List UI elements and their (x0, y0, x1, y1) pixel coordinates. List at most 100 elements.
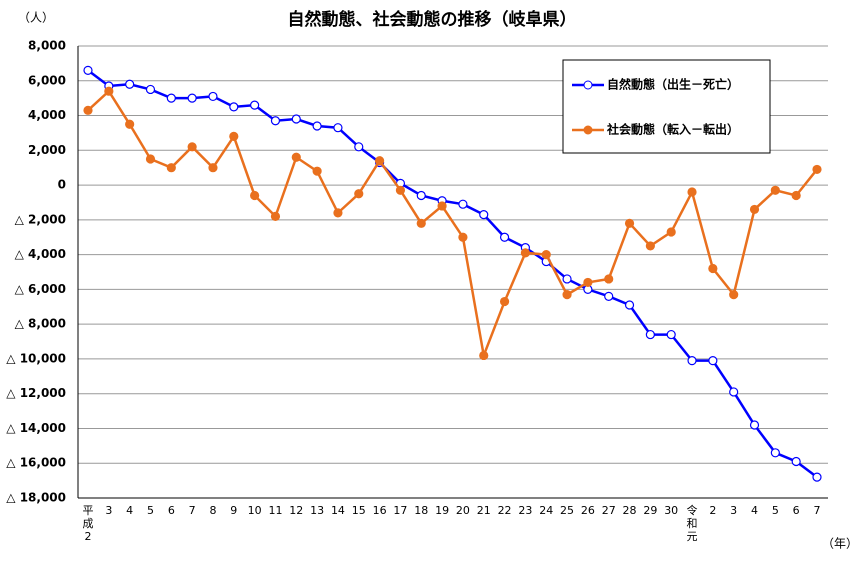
x-tick-label: 平成 2 (83, 504, 94, 543)
x-tick-label: 26 (581, 504, 595, 517)
data-point (624, 218, 635, 228)
data-point (416, 190, 426, 201)
x-tick-label: 19 (435, 504, 449, 517)
data-point (270, 116, 281, 126)
x-tick-label: 8 (209, 504, 216, 517)
y-tick-label: △ 12,000 (6, 386, 66, 400)
data-point (229, 131, 239, 141)
data-point (749, 204, 760, 215)
y-tick-label: △ 6,000 (15, 282, 66, 296)
data-point (187, 93, 197, 103)
x-tick-label: 11 (268, 504, 282, 517)
data-point (499, 232, 510, 242)
x-tick-label: 20 (456, 504, 470, 517)
x-tick-label: 4 (126, 504, 133, 517)
y-tick-label: 2,000 (28, 143, 66, 157)
data-point (749, 420, 760, 430)
data-point (104, 86, 114, 96)
y-tick-label: 8,000 (28, 39, 66, 53)
y-tick-label: △ 10,000 (6, 351, 66, 365)
data-point (791, 190, 801, 201)
data-point (166, 163, 176, 173)
data-point (645, 329, 655, 340)
data-point (562, 290, 572, 300)
data-point (729, 387, 739, 397)
x-tick-label: 25 (560, 504, 574, 517)
data-point (770, 448, 780, 458)
x-tick-label: 30 (664, 504, 678, 517)
data-point (791, 456, 801, 467)
x-tick-label: 6 (168, 504, 175, 517)
data-point (125, 119, 135, 129)
data-point (291, 114, 301, 124)
data-point (541, 250, 551, 260)
data-point (479, 350, 489, 361)
data-point (333, 208, 343, 218)
x-tick-label: 12 (289, 504, 303, 517)
x-tick-label: 21 (477, 504, 491, 517)
x-tick-label: 5 (772, 504, 779, 517)
x-unit: （年） (822, 537, 858, 551)
data-point (312, 121, 322, 131)
y-unit: （人） (18, 11, 54, 25)
x-tick-label: 6 (793, 504, 800, 517)
x-tick-label: 10 (248, 504, 262, 517)
y-tick-label: △ 2,000 (15, 212, 66, 226)
legend-label: 社会動態（転入－転出） (606, 122, 739, 137)
data-point (499, 296, 510, 307)
data-point (395, 185, 406, 195)
data-point (354, 189, 364, 199)
data-point (312, 166, 322, 176)
data-point (145, 154, 156, 164)
data-point (333, 123, 343, 133)
legend-marker (583, 80, 593, 90)
x-tick-label: 23 (518, 504, 532, 517)
legend-label: 自然動態（出生－死亡） (607, 77, 739, 92)
y-tick-label: △ 14,000 (6, 421, 66, 435)
data-point (208, 91, 218, 102)
data-point (145, 84, 156, 95)
x-tick-label: 17 (393, 504, 407, 517)
y-tick-label: △ 18,000 (6, 491, 66, 505)
data-point (687, 356, 697, 366)
data-point (812, 472, 822, 482)
x-tick-label: 4 (751, 504, 758, 517)
data-point (624, 300, 635, 310)
data-point (458, 232, 468, 242)
x-tick-label: 15 (352, 504, 366, 517)
data-point (437, 201, 447, 211)
x-tick-label: 3 (730, 504, 737, 517)
data-point (687, 187, 697, 197)
legend-marker (583, 125, 593, 135)
data-point (708, 356, 718, 366)
data-point (583, 277, 593, 288)
x-tick-label: 22 (498, 504, 512, 517)
data-point (187, 142, 197, 152)
y-tick-label: △ 8,000 (15, 317, 66, 331)
y-tick-label: 0 (58, 178, 66, 192)
data-point (812, 164, 822, 175)
data-point (250, 100, 260, 110)
x-tick-label: 9 (230, 504, 237, 517)
data-point (458, 199, 468, 209)
data-point (708, 263, 718, 274)
data-point (208, 163, 218, 173)
x-tick-label: 27 (602, 504, 616, 517)
data-point (520, 248, 531, 258)
data-point (479, 210, 489, 220)
chart-title: 自然動態、社会動態の推移（岐阜県） (288, 9, 577, 30)
x-tick-label: 29 (643, 504, 657, 517)
x-tick-label: 令和元 (687, 503, 698, 543)
data-point (562, 274, 572, 284)
x-tick-label: 13 (310, 504, 324, 517)
data-point (291, 152, 301, 162)
series-line (87, 89, 818, 361)
data-point (416, 218, 426, 228)
data-point (270, 211, 281, 221)
data-point (83, 105, 93, 115)
data-point (83, 65, 93, 75)
y-tick-label: △ 16,000 (6, 456, 66, 470)
y-tick-label: △ 4,000 (15, 247, 66, 261)
data-point (666, 227, 676, 237)
